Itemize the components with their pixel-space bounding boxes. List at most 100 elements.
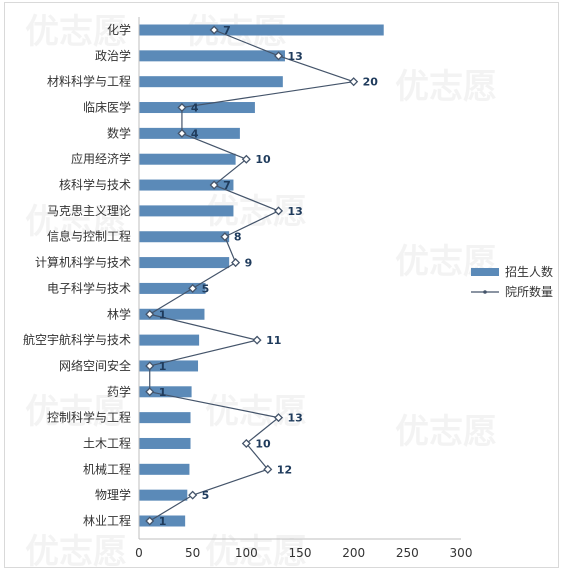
category-label: 临床医学 xyxy=(83,100,131,115)
line-data-label: 7 xyxy=(223,24,231,37)
line-data-label: 12 xyxy=(277,463,292,476)
category-label: 数学 xyxy=(107,125,131,140)
bar-应用经济学 xyxy=(139,153,236,165)
line-data-label: 1 xyxy=(159,386,167,399)
bar-药学 xyxy=(139,386,192,398)
line-point xyxy=(252,335,262,345)
legend-bar-label: 招生人数 xyxy=(505,264,553,279)
category-label: 药学 xyxy=(107,384,131,399)
chart-frame: 优志愿优志愿优志愿优志愿优志愿优志愿优志愿优志愿优志愿优志愿优志愿 化学政治学材… xyxy=(4,2,559,569)
line-point xyxy=(145,387,155,397)
line-point xyxy=(274,413,284,423)
x-tick-label: 250 xyxy=(396,546,419,560)
bar-核科学与技术 xyxy=(139,179,234,191)
category-label: 航空宇航科学与技术 xyxy=(23,332,131,347)
line-point xyxy=(145,361,155,371)
line-point xyxy=(188,490,198,500)
line-data-label: 13 xyxy=(288,412,303,425)
category-label: 马克思主义理论 xyxy=(47,204,131,218)
watermark-text: 优志愿 xyxy=(395,67,497,107)
bar-信息与控制工程 xyxy=(139,231,230,243)
bar-电子科学与技术 xyxy=(139,282,206,294)
line-point xyxy=(188,283,198,293)
line-data-label: 1 xyxy=(159,515,167,528)
line-point xyxy=(274,51,284,61)
category-label: 核科学与技术 xyxy=(59,177,131,192)
line-data-label: 10 xyxy=(255,437,271,450)
bar-林业工程 xyxy=(139,515,186,527)
bar-马克思主义理论 xyxy=(139,205,234,217)
line-point xyxy=(231,258,241,268)
category-label: 信息与控制工程 xyxy=(47,229,131,244)
line-data-label: 13 xyxy=(288,50,303,63)
legend-line-marker xyxy=(483,290,487,294)
line-data-label: 11 xyxy=(266,334,281,347)
category-label: 材料科学与工程 xyxy=(47,74,131,89)
line-point xyxy=(349,77,359,87)
bar-临床医学 xyxy=(139,102,255,114)
x-tick-label: 150 xyxy=(289,546,312,560)
x-tick-labels: 0 50 100 150 200 250 300 xyxy=(135,546,472,560)
bar-网络空间安全 xyxy=(139,360,199,372)
bar-line-chart: 优志愿优志愿优志愿优志愿优志愿优志愿优志愿优志愿优志愿优志愿优志愿 化学政治学材… xyxy=(23,12,553,569)
line-point xyxy=(177,128,187,138)
watermark-text: 优志愿 xyxy=(25,532,127,569)
category-label: 机械工程 xyxy=(83,461,131,476)
bar-物理学 xyxy=(139,489,188,501)
line-point xyxy=(209,180,219,190)
watermark-text: 优志愿 xyxy=(25,392,127,432)
category-label: 林业工程 xyxy=(83,513,131,528)
line-data-label: 8 xyxy=(234,231,242,244)
x-tick-label: 50 xyxy=(185,546,200,560)
watermark-text: 优志愿 xyxy=(25,202,127,242)
category-label: 政治学 xyxy=(95,48,131,63)
bar-土木工程 xyxy=(139,437,191,449)
x-tick-label: 100 xyxy=(235,546,258,560)
watermark-text: 优志愿 xyxy=(395,412,497,452)
line-point xyxy=(220,232,230,242)
category-labels: 化学政治学材料科学与工程临床医学数学应用经济学核科学与技术马克思主义理论信息与控… xyxy=(23,22,131,528)
category-label: 计算机科学与技术 xyxy=(35,255,131,270)
line-data-label: 1 xyxy=(159,308,167,321)
x-tick-label: 200 xyxy=(342,546,365,560)
bar-控制科学与工程 xyxy=(139,412,191,424)
line-point xyxy=(263,464,273,474)
line-data-label: 10 xyxy=(255,153,271,166)
bar-计算机科学与技术 xyxy=(139,257,230,269)
category-label: 化学 xyxy=(107,22,131,37)
bar-series xyxy=(139,24,384,527)
line-point xyxy=(145,516,155,526)
line-point xyxy=(241,154,251,164)
line-point xyxy=(145,309,155,319)
category-label: 土木工程 xyxy=(83,435,131,450)
x-tick-label: 0 xyxy=(135,546,143,560)
line-data-label: 1 xyxy=(159,360,167,373)
bar-林学 xyxy=(139,308,205,320)
category-label: 控制科学与工程 xyxy=(47,410,131,425)
bar-航空宇航科学与技术 xyxy=(139,334,200,346)
line-point xyxy=(177,103,187,113)
line-data-label: 4 xyxy=(191,127,199,140)
line-data-label: 13 xyxy=(288,205,303,218)
watermark-text: 优志愿 xyxy=(25,12,127,52)
watermark-text: 优志愿 xyxy=(205,392,307,432)
line-data-label: 20 xyxy=(363,76,379,89)
category-label: 应用经济学 xyxy=(71,151,131,166)
legend-bar-swatch xyxy=(471,268,499,276)
watermark-text: 优志愿 xyxy=(205,532,307,569)
bar-机械工程 xyxy=(139,463,190,475)
category-label: 电子科学与技术 xyxy=(47,280,131,295)
category-label: 林学 xyxy=(107,306,131,321)
line-data-label: 9 xyxy=(245,257,253,270)
category-label: 网络空间安全 xyxy=(59,358,131,373)
line-point xyxy=(274,206,284,216)
bar-数学 xyxy=(139,127,240,139)
category-label: 物理学 xyxy=(95,487,131,502)
x-tick-label: 300 xyxy=(450,546,473,560)
line-point xyxy=(241,438,251,448)
line-data-label: 7 xyxy=(223,179,231,192)
line-data-label: 4 xyxy=(191,102,199,115)
bar-政治学 xyxy=(139,50,285,62)
